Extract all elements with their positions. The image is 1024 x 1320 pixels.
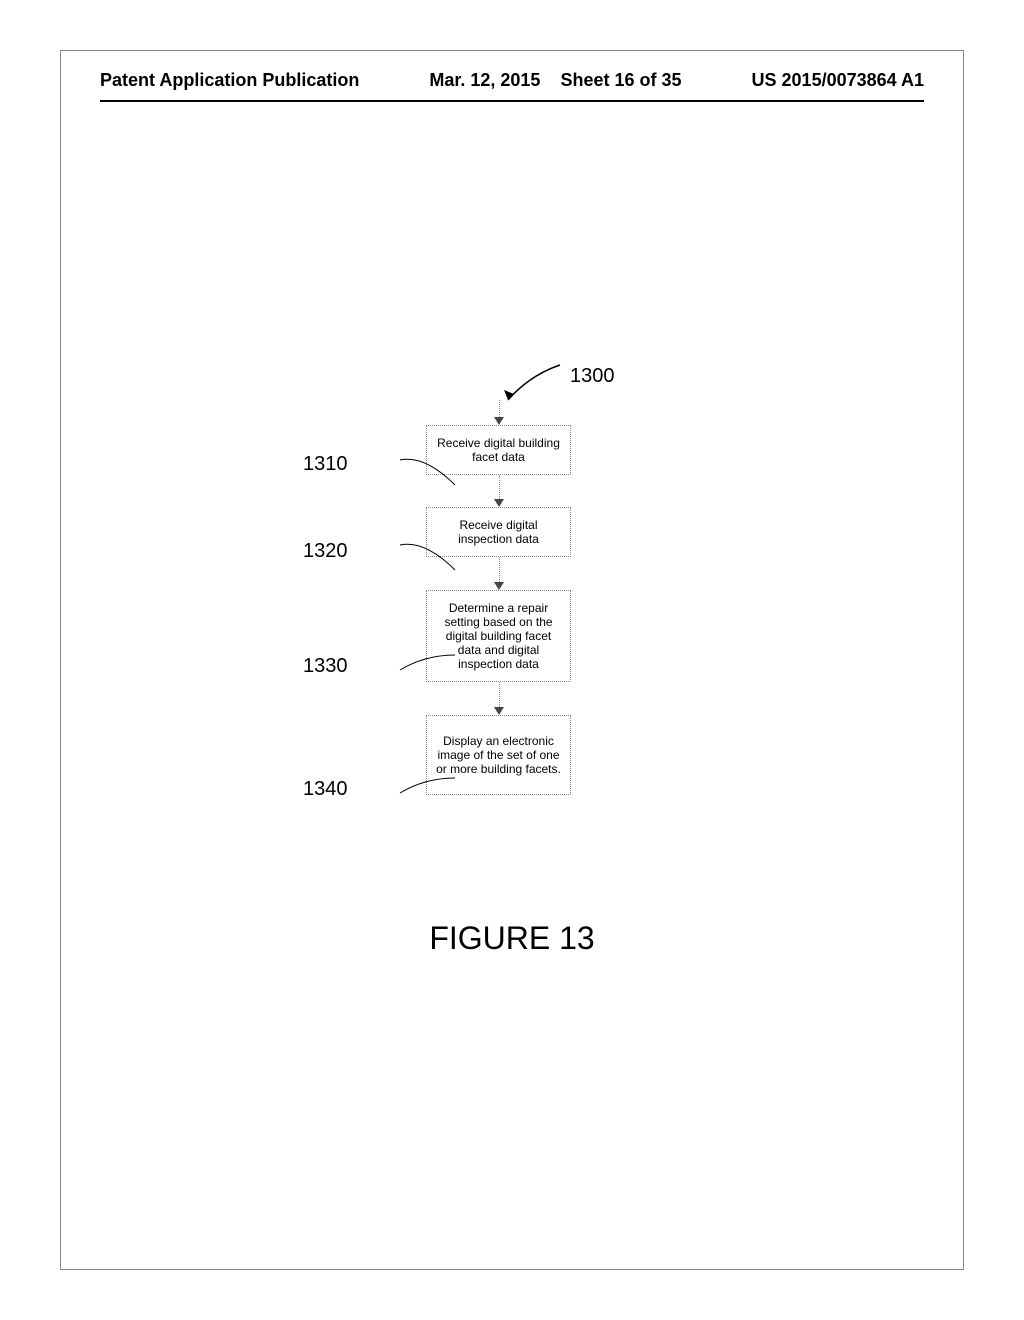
figure-label: FIGURE 13 bbox=[0, 920, 1024, 957]
patent-number: US 2015/0073864 A1 bbox=[752, 70, 924, 91]
ref-arrow-main bbox=[500, 360, 580, 410]
leader-line bbox=[345, 773, 465, 813]
header: Patent Application Publication Mar. 12, … bbox=[100, 70, 924, 91]
flow-arrow-head bbox=[494, 499, 504, 507]
ref-number-1340: 1340 bbox=[303, 778, 348, 801]
publication-type: Patent Application Publication bbox=[100, 70, 359, 91]
leader-line bbox=[345, 650, 465, 690]
leader-line bbox=[345, 535, 465, 585]
ref-number-1320: 1320 bbox=[303, 540, 348, 563]
flow-arrow-line bbox=[499, 475, 500, 499]
leader-line bbox=[345, 450, 465, 500]
flow-arrow-line bbox=[499, 400, 500, 417]
ref-number-1330: 1330 bbox=[303, 655, 348, 678]
flow-arrow-head bbox=[494, 417, 504, 425]
ref-number-1310: 1310 bbox=[303, 453, 348, 476]
header-date: Mar. 12, 2015 bbox=[429, 70, 540, 90]
flow-arrow-head bbox=[494, 707, 504, 715]
flow-arrow-line bbox=[499, 557, 500, 582]
sheet-info: Sheet 16 of 35 bbox=[560, 70, 681, 90]
header-rule bbox=[100, 100, 924, 102]
flow-arrow-line bbox=[499, 682, 500, 707]
flowchart-diagram: 1300Receive digital building facet data1… bbox=[0, 365, 1024, 915]
flow-arrow-head bbox=[494, 582, 504, 590]
